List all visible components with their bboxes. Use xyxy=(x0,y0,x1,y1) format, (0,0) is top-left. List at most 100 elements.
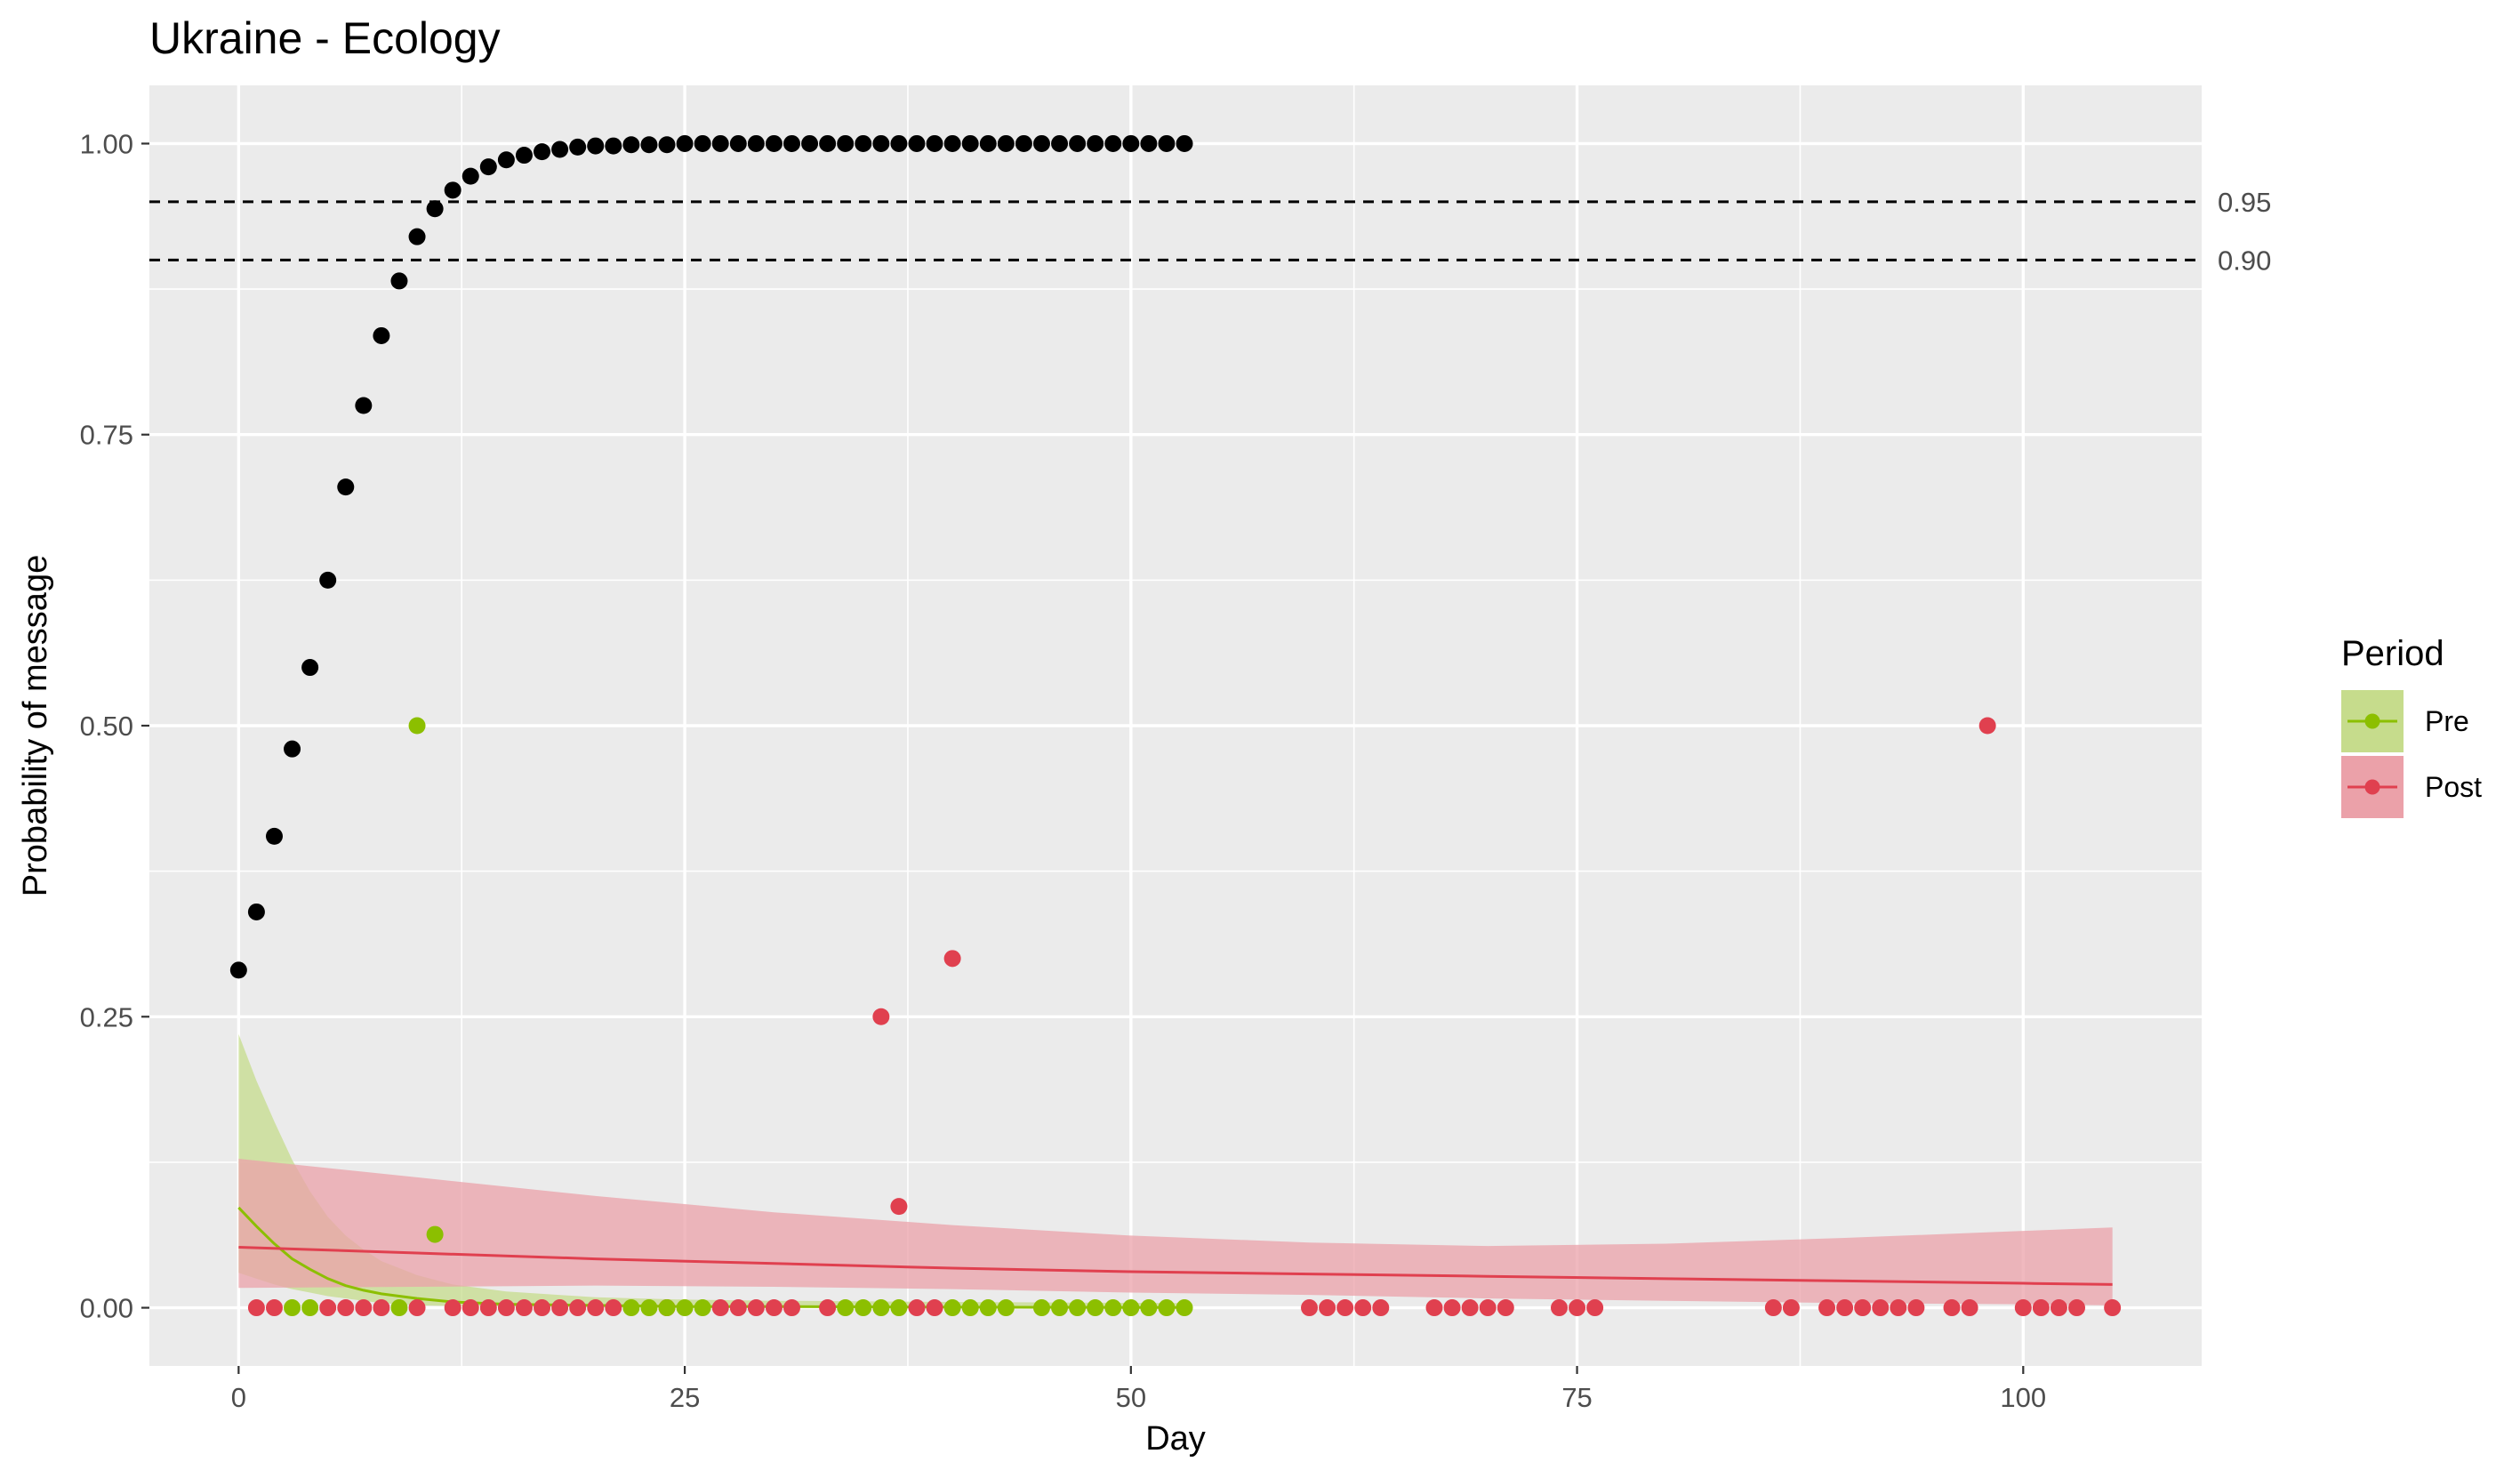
post-point xyxy=(1907,1299,1925,1317)
cumulative-probability-point xyxy=(390,272,408,290)
post-point xyxy=(1890,1299,1907,1317)
chart-title: Ukraine - Ecology xyxy=(149,13,501,63)
post-point xyxy=(355,1299,373,1317)
post-point xyxy=(515,1299,533,1317)
post-point xyxy=(943,950,961,968)
post-point xyxy=(497,1299,515,1317)
post-point xyxy=(1818,1299,1836,1317)
y-tick-label: 0.75 xyxy=(80,420,133,451)
cumulative-probability-point xyxy=(1032,134,1050,152)
post-point xyxy=(819,1299,837,1317)
pre-point xyxy=(284,1299,301,1317)
cumulative-probability-point xyxy=(926,134,943,152)
post-point xyxy=(1943,1299,1961,1317)
cumulative-probability-point xyxy=(658,136,676,154)
post-point xyxy=(605,1299,622,1317)
x-tick-label: 100 xyxy=(2000,1382,2046,1413)
y-tick-label: 1.00 xyxy=(80,128,133,159)
post-point xyxy=(890,1198,908,1216)
post-confidence-band xyxy=(238,1158,2113,1305)
reference-line-label: 0.95 xyxy=(2218,187,2271,218)
cumulative-probability-point xyxy=(1140,134,1158,152)
cumulative-probability-point xyxy=(694,134,711,152)
pre-point xyxy=(837,1299,855,1317)
x-axis: 0 25 50 75 100 xyxy=(231,1366,2046,1413)
cumulative-probability-point xyxy=(783,134,801,152)
post-point xyxy=(1354,1299,1372,1317)
pre-point xyxy=(694,1299,711,1317)
pre-point xyxy=(676,1299,694,1317)
x-tick-label: 75 xyxy=(1561,1382,1592,1413)
cumulative-probability-point xyxy=(801,134,819,152)
post-point xyxy=(1854,1299,1872,1317)
cumulative-probability-point xyxy=(979,134,997,152)
post-point xyxy=(247,1299,265,1317)
pre-point xyxy=(1158,1299,1176,1317)
cumulative-probability-point xyxy=(943,134,961,152)
x-tick-label: 0 xyxy=(231,1382,246,1413)
y-tick-label: 0.50 xyxy=(80,711,133,742)
cumulative-probability-point xyxy=(837,134,855,152)
cumulative-probability-point xyxy=(819,134,837,152)
cumulative-probability-point xyxy=(479,158,497,176)
post-point xyxy=(1978,717,1996,735)
post-point xyxy=(1301,1299,1319,1317)
cumulative-probability-point xyxy=(461,167,479,185)
post-point xyxy=(1836,1299,1854,1317)
cumulative-probability-point xyxy=(247,903,265,920)
cumulative-probability-point xyxy=(676,134,694,152)
y-axis: 0.00 0.25 0.50 0.75 1.00 xyxy=(80,128,149,1324)
cumulative-probability-point xyxy=(747,134,765,152)
cumulative-probability-point xyxy=(229,961,247,979)
cumulative-probability-point xyxy=(711,134,729,152)
post-point xyxy=(2104,1299,2122,1317)
pre-point xyxy=(390,1299,408,1317)
cumulative-probability-point xyxy=(337,478,355,496)
post-point xyxy=(1461,1299,1479,1317)
cumulative-probability-point xyxy=(1015,134,1032,152)
data-points xyxy=(229,134,2122,1317)
post-point xyxy=(765,1299,782,1317)
post-point xyxy=(373,1299,390,1317)
cumulative-probability-point xyxy=(587,137,605,155)
post-point xyxy=(319,1299,337,1317)
pre-point xyxy=(622,1299,640,1317)
cumulative-probability-point xyxy=(961,134,979,152)
cumulative-probability-point xyxy=(408,228,426,245)
cumulative-probability-point xyxy=(551,141,569,158)
post-point xyxy=(1782,1299,1800,1317)
legend-key-point xyxy=(2364,779,2380,795)
post-point xyxy=(2050,1299,2067,1317)
cumulative-probability-point xyxy=(373,326,390,344)
post-point xyxy=(444,1299,461,1317)
x-tick-label: 50 xyxy=(1116,1382,1146,1413)
cumulative-probability-point xyxy=(1069,134,1087,152)
post-point xyxy=(569,1299,587,1317)
x-tick-label: 25 xyxy=(670,1382,700,1413)
cumulative-probability-point xyxy=(640,136,658,154)
cumulative-probability-point xyxy=(729,134,747,152)
post-point xyxy=(1479,1299,1497,1317)
cumulative-probability-point xyxy=(890,134,908,152)
cumulative-probability-point xyxy=(622,136,640,154)
legend: Period Pre Post xyxy=(2341,634,2482,818)
cumulative-probability-point xyxy=(908,134,926,152)
pre-point xyxy=(658,1299,676,1317)
pre-point xyxy=(943,1299,961,1317)
cumulative-probability-point xyxy=(444,181,461,199)
post-point xyxy=(1550,1299,1568,1317)
cumulative-probability-point xyxy=(569,138,587,156)
post-point xyxy=(587,1299,605,1317)
pre-point xyxy=(1122,1299,1140,1317)
post-point xyxy=(1497,1299,1514,1317)
cumulative-probability-point xyxy=(319,571,337,589)
post-point xyxy=(337,1299,355,1317)
post-point xyxy=(1319,1299,1336,1317)
cumulative-probability-point xyxy=(1051,134,1069,152)
cumulative-probability-point xyxy=(1104,134,1122,152)
post-point xyxy=(1764,1299,1782,1317)
legend-key-point xyxy=(2364,713,2380,729)
pre-point xyxy=(997,1299,1015,1317)
cumulative-probability-point xyxy=(1087,134,1104,152)
